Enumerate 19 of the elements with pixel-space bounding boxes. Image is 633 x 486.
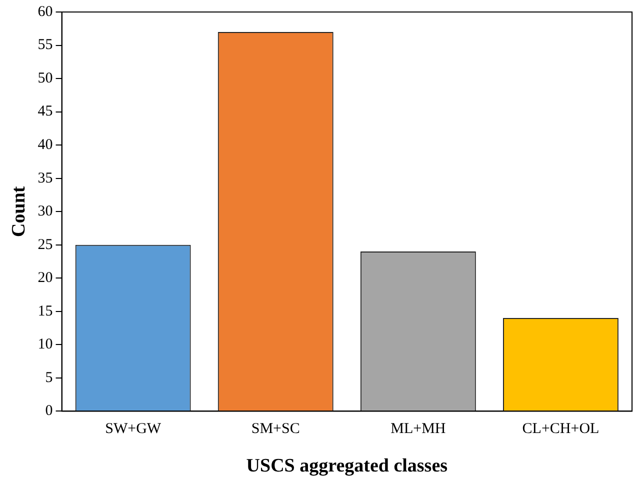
y-tick-label: 25 (38, 236, 53, 253)
y-tick-label: 5 (45, 370, 53, 386)
x-tick-label: CL+CH+OL (522, 421, 600, 438)
y-tick-label: 55 (38, 37, 53, 54)
x-tick-label: SM+SC (251, 421, 300, 438)
y-tick-label: 10 (38, 336, 53, 353)
y-tick-label: 40 (38, 137, 53, 154)
y-axis-title: Count (8, 186, 30, 237)
y-tick-label: 60 (38, 4, 53, 20)
y-tick-label: 50 (38, 70, 53, 86)
y-tick-label: 35 (38, 170, 53, 186)
y-tick-label: 30 (38, 204, 53, 220)
y-tick-label: 15 (38, 303, 53, 320)
y-tick-label: 0 (45, 403, 53, 420)
y-tick-label: 20 (38, 270, 53, 286)
x-axis-title: USCS aggregated classes (246, 456, 448, 477)
x-tick-label: ML+MH (390, 421, 446, 438)
x-tick-label: SW+GW (105, 421, 162, 438)
y-tick-label: 45 (38, 104, 53, 120)
